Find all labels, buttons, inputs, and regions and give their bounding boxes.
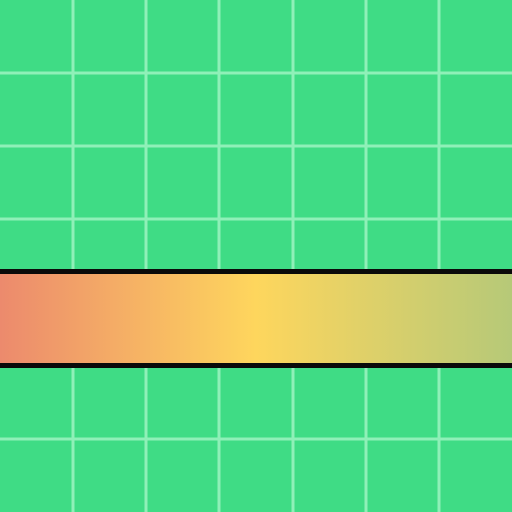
gradient-bar <box>0 269 512 368</box>
